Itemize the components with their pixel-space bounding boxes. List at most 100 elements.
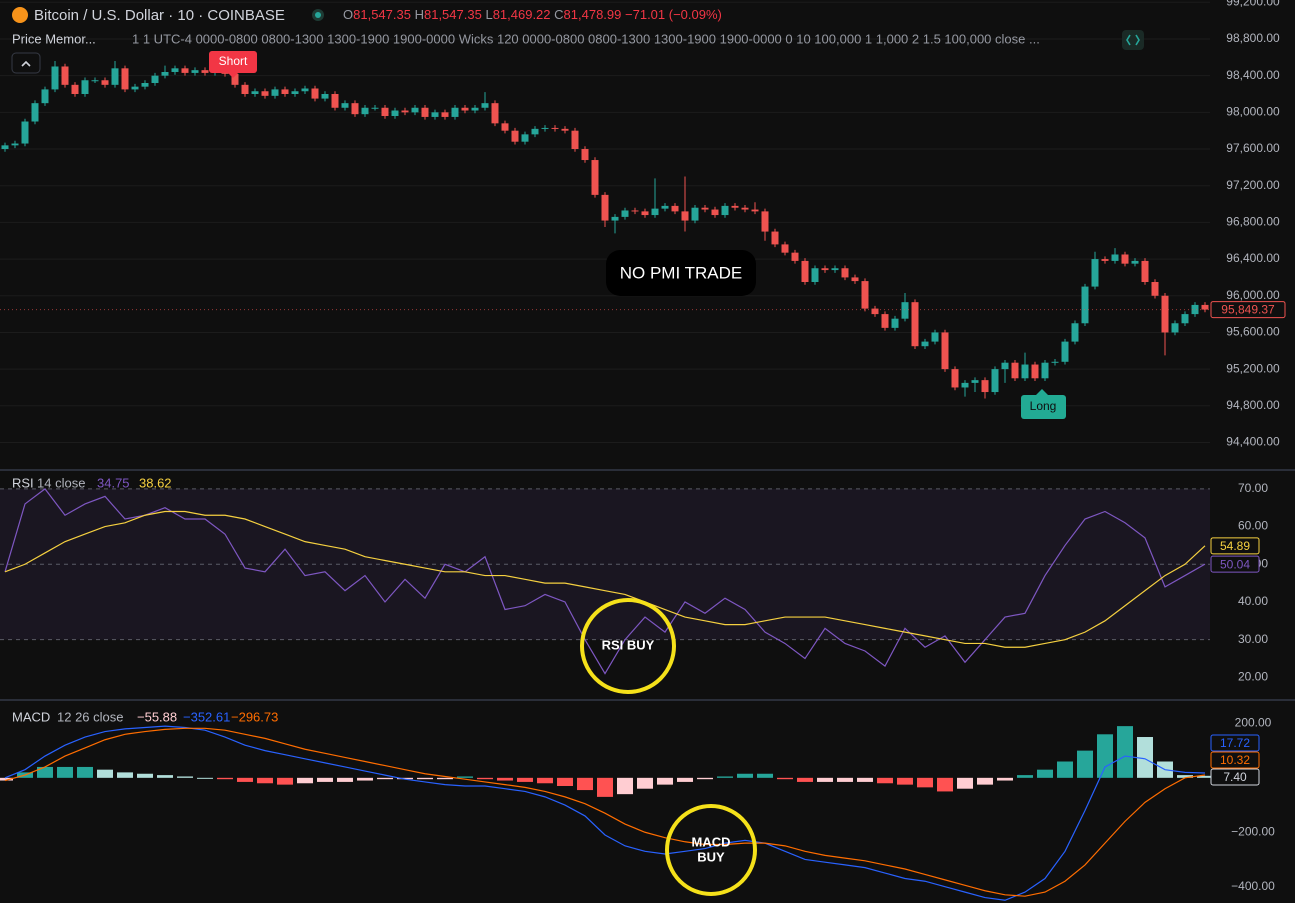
- candle-body: [361, 107, 369, 115]
- histogram-bar: [457, 776, 473, 778]
- y-tick-label: 95,200.00: [1226, 361, 1280, 375]
- histogram-bar: [997, 777, 1013, 781]
- candle-body: [411, 107, 419, 113]
- histogram-bar: [937, 777, 953, 792]
- candle-body: [501, 123, 509, 131]
- price-tag-label: 50.04: [1220, 557, 1250, 571]
- candle-body: [941, 332, 949, 370]
- histogram-bar: [237, 777, 253, 782]
- candle-body: [1091, 259, 1099, 287]
- histogram-bar: [77, 766, 93, 778]
- candle-body: [131, 86, 139, 90]
- long-label-box: [1021, 395, 1066, 419]
- candle-body: [1151, 282, 1159, 296]
- candle-body: [781, 244, 789, 253]
- candle-body: [101, 80, 109, 85]
- histogram-bar: [777, 777, 793, 780]
- rsi-legend-value: 34.75: [97, 475, 130, 490]
- price-tag-label: 54.89: [1220, 539, 1250, 553]
- candle-body: [281, 89, 289, 94]
- y-tick-label: 95,600.00: [1226, 325, 1280, 339]
- candle-body: [801, 260, 809, 282]
- macd-annotation: MACD: [692, 834, 731, 849]
- price-tag: [1210, 734, 1260, 752]
- macd-params: 12 26 close: [57, 709, 124, 724]
- candle-body: [991, 369, 999, 393]
- candle-body: [1081, 286, 1089, 324]
- candle-body: [1201, 304, 1209, 310]
- candle-body: [441, 112, 449, 117]
- histogram-bar: [357, 777, 373, 781]
- source-button[interactable]: [1122, 30, 1144, 50]
- histogram-bar: [977, 777, 993, 785]
- y-tick-label: 70.00: [1238, 481, 1268, 495]
- histogram-bar: [417, 777, 433, 780]
- ohlc-value: 81,547.35: [353, 7, 411, 22]
- candle-body: [641, 211, 649, 216]
- y-tick-label: 97,200.00: [1226, 178, 1280, 192]
- candle-body: [681, 211, 689, 221]
- histogram-bar: [617, 777, 633, 795]
- candle-body: [21, 121, 29, 144]
- candle-body: [531, 128, 539, 135]
- candle-body: [1171, 323, 1179, 333]
- macd-annotation: BUY: [697, 849, 725, 864]
- histogram-bar: [297, 777, 313, 784]
- candle-body: [371, 107, 379, 109]
- symbol-icon: [12, 7, 28, 23]
- histogram-bar: [737, 773, 753, 778]
- histogram-bar: [717, 776, 733, 778]
- candle-body: [121, 68, 129, 90]
- candle-body: [821, 268, 829, 271]
- candle-body: [251, 91, 259, 94]
- candle-body: [141, 82, 149, 87]
- ohlc-key: L: [485, 7, 492, 22]
- histogram-bar: [277, 777, 293, 785]
- candle-body: [181, 68, 189, 73]
- ohlc-key: O: [343, 7, 353, 22]
- candle-body: [401, 110, 409, 113]
- candle-body: [321, 94, 329, 99]
- histogram-bar: [57, 766, 73, 778]
- candle-body: [191, 70, 199, 73]
- histogram-bar: [557, 777, 573, 786]
- histogram-bar: [797, 777, 813, 782]
- price-tag-label: 17.72: [1220, 736, 1250, 750]
- candle-body: [471, 107, 479, 111]
- histogram-bar: [97, 769, 113, 778]
- histogram-bar: [377, 777, 393, 780]
- histogram-bar: [657, 777, 673, 785]
- candle-body: [261, 91, 269, 96]
- line-series: [4, 727, 1206, 897]
- candle-body: [511, 130, 519, 142]
- histogram-bar: [1177, 775, 1193, 778]
- candle-body: [961, 382, 969, 388]
- candle-body: [461, 107, 469, 111]
- y-tick-label: 96,400.00: [1226, 251, 1280, 265]
- candle-body: [1001, 362, 1009, 370]
- price-tag: [1210, 537, 1260, 555]
- candle-body: [611, 216, 619, 221]
- candle-body: [601, 194, 609, 221]
- price-tag-label: 95,849.37: [1221, 303, 1275, 317]
- candle-body: [481, 103, 489, 108]
- macd-legend-value: −352.61: [183, 709, 230, 724]
- histogram-bar: [1057, 761, 1073, 778]
- histogram-bar: [697, 777, 713, 780]
- rsi-title: RSI: [12, 475, 34, 490]
- histogram-bar: [197, 777, 213, 779]
- candle-body: [1071, 323, 1079, 342]
- candle-body: [621, 210, 629, 217]
- y-tick-label: 98,800.00: [1226, 31, 1280, 45]
- rsi-annotation: RSI BUY: [602, 637, 655, 652]
- histogram-bar: [477, 777, 493, 780]
- line-series: [4, 510, 1206, 648]
- indicator-params: 1 1 UTC-4 0000-0800 0800-1300 1300-1900 …: [132, 31, 1040, 46]
- candle-body: [151, 75, 159, 83]
- histogram-bar: [497, 777, 513, 781]
- candle-body: [341, 103, 349, 108]
- candle-body: [661, 205, 669, 209]
- histogram-bar: [1017, 775, 1033, 778]
